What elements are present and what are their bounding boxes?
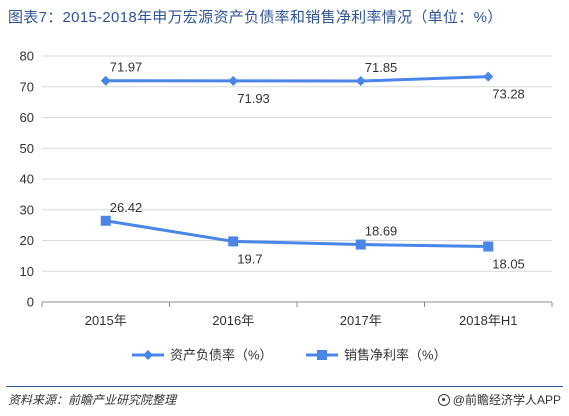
square-marker [317,350,327,360]
square-marker [355,239,366,250]
footer-divider [6,386,563,387]
data-label: 71.85 [365,60,398,75]
source-note: 资料来源：前瞻产业研究院整理 [8,393,177,407]
grid-lines [42,55,552,272]
data-label: 18.69 [365,224,398,239]
x-tick-label: 2018年H1 [459,313,518,328]
y-tick-label: 50 [20,141,34,156]
data-label: 19.7 [237,251,262,266]
data-label: 73.28 [492,87,525,102]
y-tick-label: 70 [20,79,34,94]
y-tick-label: 40 [20,172,34,187]
legend-label: 资产负债率（%） [170,348,273,363]
brand-logo-icon [437,393,450,406]
y-tick-label: 80 [20,49,34,64]
y-tick-label: 10 [20,264,34,279]
square-marker [100,215,111,226]
legend-label: 销售净利率（%） [344,348,447,363]
brand-mark: @前瞻经济学人APP [437,391,561,408]
y-tick-label: 20 [20,233,34,248]
data-label: 18.05 [492,256,525,271]
y-tick-label: 30 [20,202,34,217]
square-marker [483,241,494,252]
axes: 0 10 20 30 40 50 60 70 80 2015年 2016年 2017年 2018年H1 [20,49,553,328]
y-tick-label: 60 [20,110,34,125]
diamond-marker [228,75,239,86]
chart-title: 图表7：2015-2018年申万宏源资产负债率和销售净利率情况（单位：%） [8,9,503,26]
series-lines: 71.97 71.93 71.85 73.28 26.42 19.7 18.69 18.05 [100,60,525,271]
diamond-marker [483,71,494,82]
diamond-marker [143,350,153,360]
x-tick-label: 2015年 [85,313,127,328]
diamond-marker [355,76,366,87]
x-tick-label: 2017年 [340,313,382,328]
legend: 资产负债率（%） 销售净利率（%） [132,348,447,363]
y-tick-label: 0 [27,295,34,310]
brand-text: @前瞻经济学人APP [452,393,561,407]
diamond-marker [100,75,111,86]
x-tick-label: 2016年 [212,313,254,328]
data-label: 71.97 [110,60,143,75]
series-line [104,219,490,248]
data-label: 71.93 [237,91,270,106]
square-marker [228,236,239,247]
data-label: 26.42 [110,200,143,215]
series-line [104,75,490,83]
